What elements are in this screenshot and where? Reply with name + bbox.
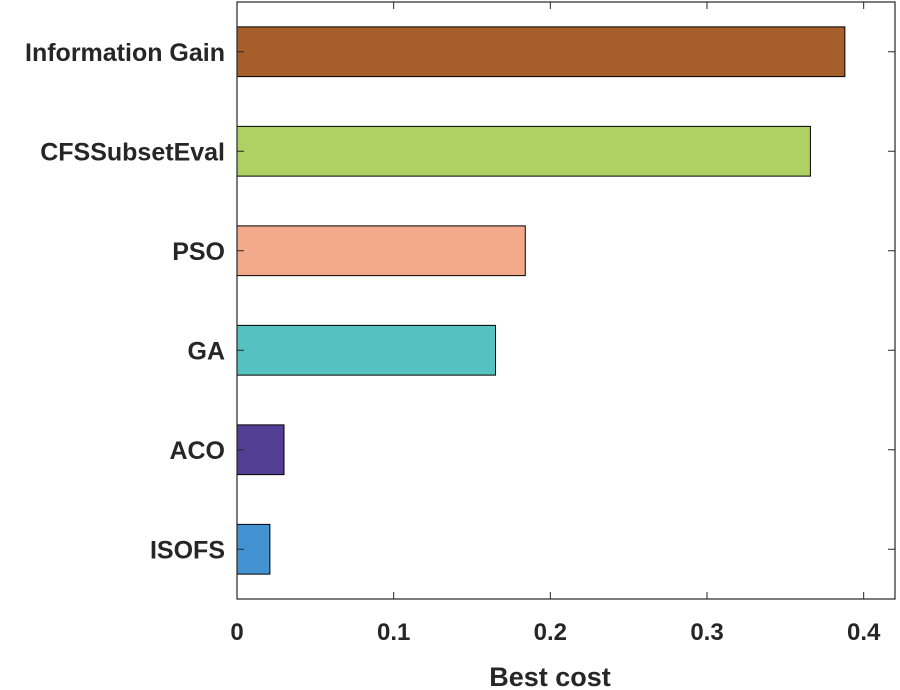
- plot-frame: [236, 1, 896, 600]
- x-tick-label: 0.1: [377, 619, 410, 646]
- category-label-pso: PSO: [172, 238, 225, 266]
- category-label-aco: ACO: [169, 437, 225, 465]
- plot-background: [237, 2, 895, 599]
- x-tick-label: 0: [230, 619, 243, 646]
- bar-cfssubseteval: [236, 125, 811, 177]
- bar-pso: [236, 225, 526, 277]
- x-axis-title: Best cost: [489, 662, 611, 690]
- bar-aco: [236, 424, 285, 476]
- x-tick-label: 0.2: [534, 619, 567, 646]
- category-label-cfssubseteval: CFSSubsetEval: [40, 138, 225, 166]
- x-tick-label: 0.4: [847, 619, 881, 646]
- category-label-ga: GA: [188, 337, 226, 365]
- x-tick-label: 0.3: [690, 619, 723, 646]
- bar-information-gain: [236, 26, 846, 78]
- bar-ga: [236, 324, 496, 376]
- category-label-information-gain: Information Gain: [25, 39, 225, 67]
- category-label-isofs: ISOFS: [150, 536, 225, 564]
